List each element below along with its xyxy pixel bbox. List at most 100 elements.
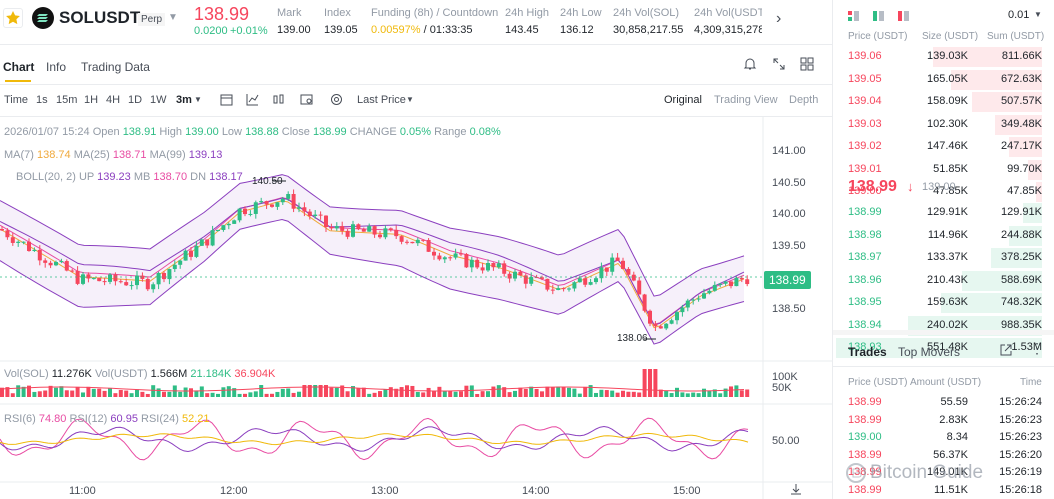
popout-icon[interactable] <box>1000 343 1012 361</box>
layout-grid-icon[interactable] <box>800 57 814 76</box>
interval-dropdown-icon[interactable]: ▼ <box>194 95 202 104</box>
ob-precision-dropdown-icon[interactable]: ▼ <box>1034 10 1042 19</box>
favorite-star-icon[interactable] <box>3 8 23 28</box>
volume-bar <box>210 392 215 397</box>
bid-row[interactable]: 138.99 129.91K 129.91K <box>836 202 1054 224</box>
volume-bar <box>410 385 415 397</box>
tab-chart[interactable]: Chart <box>3 60 35 74</box>
stat-24h-low-label: 24h Low <box>560 7 602 19</box>
template-icon[interactable] <box>300 93 313 111</box>
volume-bar <box>64 390 69 397</box>
ob-view-bids-icon[interactable] <box>873 9 884 27</box>
candlestick-chart[interactable] <box>0 117 832 499</box>
calendar-icon[interactable] <box>220 93 233 111</box>
bid-row[interactable]: 138.96 210.43K 588.69K <box>836 270 1054 292</box>
ob-view-both-icon[interactable] <box>848 9 859 27</box>
candle-body <box>394 229 399 237</box>
ask-row[interactable]: 139.00 47.85K 47.85K <box>836 181 1054 203</box>
candle-body <box>264 201 269 205</box>
interval-1h[interactable]: 1H <box>84 94 99 106</box>
ask-row[interactable]: 139.03 102.30K 349.48K <box>836 114 1054 136</box>
stats-scroll-right-icon[interactable]: › <box>776 10 782 27</box>
interval-1d[interactable]: 1D <box>128 94 143 106</box>
more-options-icon[interactable]: ⋮ <box>1030 340 1044 356</box>
volume-bar <box>81 392 85 397</box>
volume-bar <box>588 385 593 397</box>
candle-body <box>556 288 561 291</box>
ob-precision-select[interactable]: 0.01 <box>1008 9 1030 21</box>
volume-bar <box>199 386 204 397</box>
candle-body <box>351 224 355 237</box>
ask-row[interactable]: 139.04 158.09K 507.57K <box>836 91 1054 113</box>
bid-row[interactable]: 138.97 133.37K 378.25K <box>836 247 1054 269</box>
ask-row[interactable]: 139.01 51.85K 99.70K <box>836 159 1054 181</box>
interval-1w[interactable]: 1W <box>150 94 167 106</box>
fullscreen-icon[interactable] <box>772 57 786 76</box>
rsi12-value: 60.95 <box>110 413 138 425</box>
depth-bar <box>1027 159 1042 180</box>
price-axis-label: 138.50 <box>772 303 806 315</box>
ohlc-high: 139.00 <box>185 126 219 138</box>
volume-bar <box>291 392 296 397</box>
interval-time[interactable]: Time <box>4 94 29 106</box>
symbol-dropdown-icon[interactable]: ▼ <box>168 12 178 23</box>
volume-bar <box>324 385 328 397</box>
ask-row[interactable]: 139.02 147.46K 247.17K <box>836 136 1054 158</box>
candle-body <box>302 207 307 212</box>
ob-last-arrow-icon: ↓ <box>907 179 914 194</box>
bid-row[interactable]: 138.93 551.48K 1.53M <box>836 337 1054 359</box>
view-depth[interactable]: Depth <box>789 94 819 106</box>
candle-body <box>626 268 631 275</box>
price-type-dropdown-icon[interactable]: ▼ <box>406 95 414 104</box>
symbol-name[interactable]: SOLUSDT <box>59 8 141 27</box>
indicator-icon[interactable] <box>246 93 259 111</box>
settings-icon[interactable] <box>330 93 343 111</box>
volume-bar <box>680 392 685 397</box>
candle-body <box>318 214 323 216</box>
volume-bar <box>707 391 712 397</box>
interval-1s[interactable]: 1s <box>36 94 48 106</box>
stat-funding-rate: 0.00597% <box>371 24 421 36</box>
bid-row[interactable]: 138.98 114.96K 244.88K <box>836 225 1054 247</box>
volume-bar <box>615 392 620 397</box>
tab-trades[interactable]: Trades <box>848 345 887 359</box>
ob-price: 138.97 <box>848 251 882 263</box>
alert-bell-icon[interactable] <box>743 57 757 76</box>
candle-body <box>383 228 388 238</box>
volume-bar <box>567 387 571 397</box>
ma7-line <box>0 200 745 329</box>
volume-bar <box>145 393 150 397</box>
ob-sum: 988.35K <box>1001 318 1042 331</box>
view-trading-view[interactable]: Trading View <box>714 94 778 106</box>
interval-15m[interactable]: 15m <box>56 94 78 106</box>
volume-bar <box>718 393 723 397</box>
volume-bar <box>626 391 631 397</box>
price-type-select[interactable]: Last Price <box>357 94 406 106</box>
view-original[interactable]: Original <box>664 94 702 106</box>
tab-info[interactable]: Info <box>46 60 67 74</box>
trade-time: 15:26:20 <box>999 448 1042 461</box>
interval-3m[interactable]: 3m <box>176 94 192 106</box>
volume-bar <box>631 391 636 397</box>
interval-4h[interactable]: 4H <box>106 94 121 106</box>
ask-row[interactable]: 139.06 139.03K 811.66K <box>836 46 1054 68</box>
candle-style-icon[interactable] <box>272 93 285 111</box>
volume-bar <box>216 393 220 397</box>
candle-body <box>507 273 512 279</box>
trades-header-price: Price (USDT) <box>848 377 908 388</box>
tab-trading-data[interactable]: Trading Data <box>81 60 150 74</box>
tab-top-movers[interactable]: Top Movers <box>898 345 961 359</box>
bid-row[interactable]: 138.95 159.63K 748.32K <box>836 292 1054 314</box>
candle-body <box>610 257 615 272</box>
candle-body <box>734 278 739 287</box>
candle-body <box>486 263 490 271</box>
ob-view-asks-icon[interactable] <box>898 9 909 27</box>
ask-row[interactable]: 139.05 165.05K 672.63K <box>836 69 1054 91</box>
volume-ma-line <box>0 386 745 392</box>
ob-sum: 748.32K <box>1001 296 1042 308</box>
volume-bar <box>97 388 102 397</box>
scroll-to-latest-icon[interactable] <box>790 482 802 499</box>
volume-bar <box>54 387 58 397</box>
candle-body <box>86 274 91 279</box>
candle-body <box>739 278 744 280</box>
